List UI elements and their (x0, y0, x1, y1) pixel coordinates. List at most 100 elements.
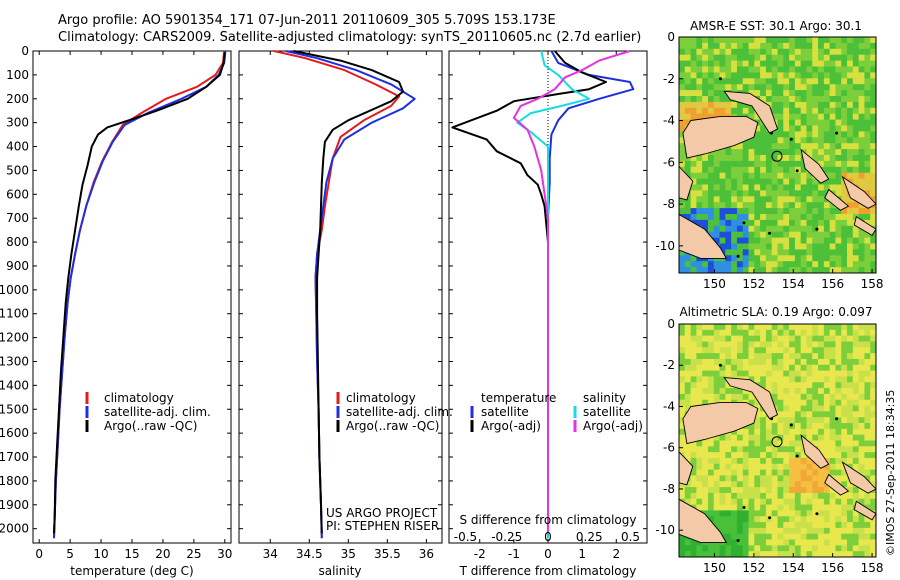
map-cell (754, 417, 761, 424)
map-cell (679, 255, 686, 262)
map-cell (736, 37, 744, 44)
map-cell (690, 160, 697, 168)
map-cell (754, 440, 761, 447)
map-cell (789, 335, 796, 343)
map-cell (858, 137, 866, 144)
map-cell (742, 353, 750, 360)
map-cell (748, 113, 755, 121)
map-cell (713, 261, 721, 268)
map-cell (702, 96, 709, 103)
map-cell (864, 190, 871, 197)
map-cell (858, 119, 866, 127)
map-cell (696, 107, 703, 115)
map-cell (696, 487, 703, 494)
map-cell (800, 66, 808, 73)
map-cell (812, 231, 819, 239)
map-cell (858, 463, 866, 471)
map-cell (870, 388, 876, 395)
island (736, 539, 740, 542)
map-cell (707, 196, 715, 203)
map-cell (870, 399, 876, 407)
map-cell (794, 423, 802, 430)
legend-argo: Argo(..raw -QC) (346, 419, 439, 433)
map-cell (789, 149, 796, 156)
map-cell (847, 37, 854, 44)
map-cell (870, 527, 876, 535)
map-cell (725, 60, 732, 68)
map-cell (818, 72, 825, 79)
map-cell (806, 382, 813, 389)
map-cell (679, 481, 686, 488)
map-cell (812, 261, 819, 268)
map-cell (818, 428, 825, 436)
map-cell (725, 370, 732, 378)
map-cell (841, 196, 848, 203)
map-cell (679, 329, 686, 337)
map-cell (765, 166, 773, 174)
map-cell (841, 353, 848, 360)
map-cell (835, 54, 842, 62)
map-cell (754, 498, 761, 506)
map-cell (754, 487, 761, 494)
map-cell (818, 504, 825, 511)
map-cell (679, 423, 686, 430)
map-cell (725, 347, 732, 354)
map-cell (812, 545, 819, 552)
map-cell (847, 96, 854, 103)
map-cell (864, 178, 871, 186)
map-cell (754, 428, 761, 436)
map-cell (841, 440, 848, 447)
map-cell (707, 370, 715, 378)
map-cell (870, 255, 876, 262)
map-cell (696, 202, 703, 209)
map-cell (852, 329, 860, 337)
map-cell (725, 382, 732, 389)
map-cell (760, 48, 767, 56)
map-cell (864, 137, 871, 144)
map-cell (736, 510, 744, 517)
map-cell (835, 66, 842, 73)
map-cell (754, 214, 761, 221)
map-cell (679, 48, 686, 56)
map-cell (748, 510, 755, 517)
map-cell (771, 184, 779, 191)
map-cell (748, 481, 755, 488)
map-cell (777, 399, 784, 407)
map-cell (870, 184, 876, 191)
map-cell (841, 475, 848, 482)
map-cell (742, 78, 750, 85)
map-cell (829, 545, 837, 552)
map-cell (702, 457, 709, 465)
map-cell (800, 166, 808, 174)
map-cell (702, 335, 709, 343)
map-cell (748, 545, 755, 552)
legend-s-satellite: satellite (583, 405, 631, 419)
map-cell (760, 202, 767, 209)
map-cell (841, 341, 848, 348)
map-cell (725, 249, 732, 256)
map-cell (794, 125, 802, 132)
map-cell (679, 84, 686, 91)
map-cell (731, 178, 738, 186)
map-cell (794, 428, 802, 436)
map-cell (800, 178, 808, 186)
map-cell (725, 539, 732, 546)
map-cell (829, 48, 837, 56)
map-cell (777, 101, 784, 109)
map-cell (771, 172, 779, 180)
map-cell (719, 219, 726, 227)
map-cell (847, 370, 854, 378)
map-cell (835, 96, 842, 103)
map-cell (852, 225, 860, 233)
map-cell (841, 113, 848, 121)
map-cell (725, 37, 732, 44)
map-cell (742, 475, 750, 482)
map-cell (771, 190, 779, 197)
map-cell (864, 516, 871, 523)
map-cell (748, 219, 755, 227)
map-cell (858, 341, 866, 348)
map-cell (713, 358, 721, 366)
header-line-1: Argo profile: AO 5901354_171 07-Jun-2011… (58, 13, 556, 28)
map-cell (731, 107, 738, 115)
